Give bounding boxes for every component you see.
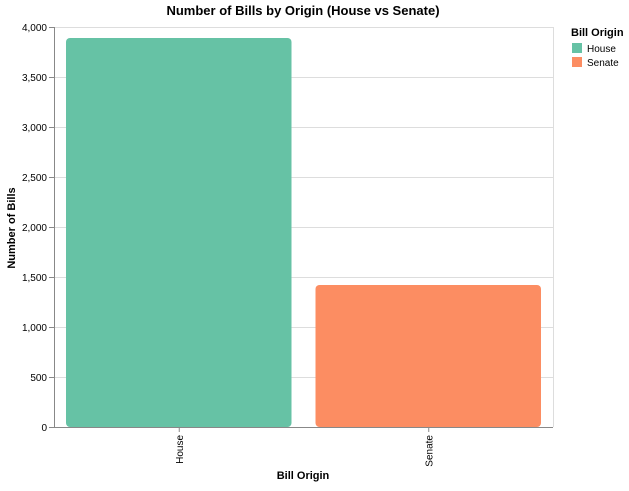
legend-swatch-senate [572,57,582,67]
x-tick-label: Senate [424,435,435,467]
bar-house[interactable] [66,38,292,427]
y-tick-label: 4,000 [22,23,47,34]
y-tick-label: 500 [30,373,47,384]
y-tick-label: 3,000 [22,123,47,134]
y-tick-label: 2,500 [22,173,47,184]
legend-title: Bill Origin [571,27,624,39]
axes [54,27,554,428]
x-axis-ticks: House Senate [175,427,435,467]
legend-label: Senate [587,58,619,69]
y-axis-ticks: 0 500 1,000 1,500 2,000 2,500 3,000 3,500 4,000 [22,23,54,434]
y-tick-label: 0 [41,423,47,434]
y-axis-title: Number of Bills [6,187,18,268]
legend-label: House [587,44,616,55]
legend: Bill Origin House Senate [571,27,624,69]
y-tick-label: 3,500 [22,73,47,84]
bar-senate[interactable] [315,285,542,427]
chart-title: Number of Bills by Origin (House vs Sena… [166,3,439,18]
y-tick-label: 2,000 [22,223,47,234]
y-tick-label: 1,000 [22,323,47,334]
bars [66,38,541,427]
y-tick-label: 1,500 [22,273,47,284]
x-axis-title: Bill Origin [277,470,330,482]
legend-swatch-house [572,43,582,53]
x-tick-label: House [175,435,186,464]
legend-items: House Senate [572,43,619,69]
